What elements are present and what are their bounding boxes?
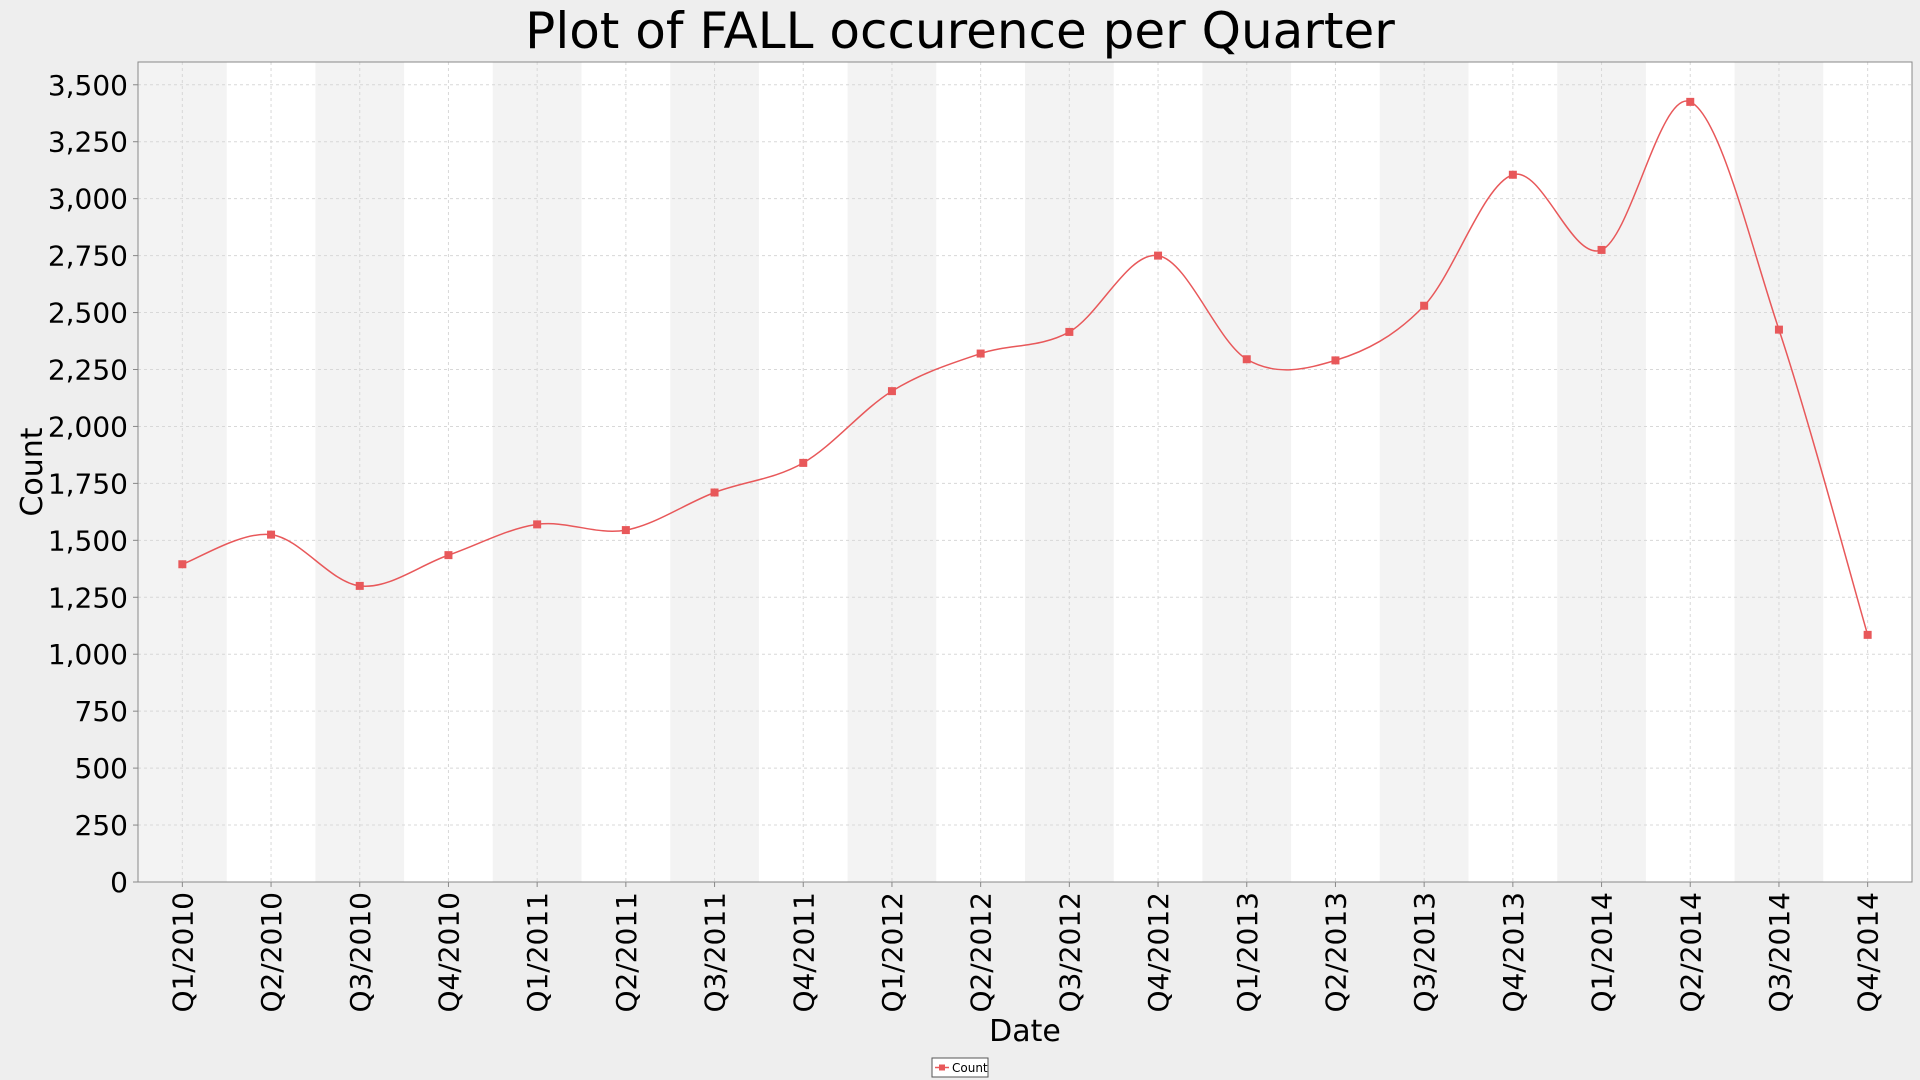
data-point xyxy=(1065,327,1074,336)
x-tick-label: Q1/2010 xyxy=(166,892,199,1013)
data-point xyxy=(887,387,896,396)
y-tick-label: 1,750 xyxy=(48,467,128,500)
x-tick-label: Q2/2011 xyxy=(610,892,643,1013)
data-point xyxy=(1508,170,1517,179)
legend-label: Count xyxy=(952,1061,988,1075)
x-tick-label: Q3/2014 xyxy=(1763,892,1796,1013)
data-point xyxy=(1331,356,1340,365)
y-tick-label: 0 xyxy=(110,866,128,899)
data-point xyxy=(1597,245,1606,254)
legend: Count xyxy=(931,1057,989,1078)
data-point xyxy=(976,349,985,358)
data-point xyxy=(1863,630,1872,639)
x-axis: Q1/2010 Q2/2010 Q3/2010 Q4/2010 Q1/2011 Q2/20… xyxy=(166,882,1885,1013)
x-tick-label: Q1/2012 xyxy=(876,892,909,1013)
legend-marker xyxy=(939,1064,945,1071)
series-points xyxy=(178,97,1872,639)
x-tick-label: Q4/2013 xyxy=(1497,892,1530,1013)
y-tick-label: 3,250 xyxy=(48,126,128,159)
x-tick-label: Q1/2013 xyxy=(1231,892,1264,1013)
y-axis: 0 250 500 750 1,000 1,250 1,500 1,750 2,000 2,250… xyxy=(48,69,138,899)
y-tick-label: 1,500 xyxy=(48,524,128,557)
data-point xyxy=(621,526,630,535)
y-tick-label: 2,750 xyxy=(48,240,128,273)
x-tick-label: Q2/2013 xyxy=(1319,892,1352,1013)
x-tick-label: Q1/2014 xyxy=(1586,892,1619,1013)
x-tick-label: Q1/2011 xyxy=(521,892,554,1013)
y-tick-label: 750 xyxy=(75,695,128,728)
y-tick-label: 2,250 xyxy=(48,354,128,387)
data-point xyxy=(1242,355,1251,364)
x-tick-label: Q3/2012 xyxy=(1053,892,1086,1013)
data-point xyxy=(1154,251,1163,260)
x-tick-label: Q2/2012 xyxy=(965,892,998,1013)
data-point xyxy=(1686,97,1695,106)
y-tick-label: 1,000 xyxy=(48,638,128,671)
y-tick-label: 3,000 xyxy=(48,183,128,216)
x-tick-label: Q2/2010 xyxy=(255,892,288,1013)
chart-title: Plot of FALL occurence per Quarter xyxy=(525,2,1395,60)
legend-box xyxy=(931,1057,989,1078)
x-tick-label: Q3/2011 xyxy=(699,892,732,1013)
grid-lines xyxy=(138,62,1912,883)
x-tick-label: Q4/2011 xyxy=(787,892,820,1013)
y-tick-label: 3,500 xyxy=(48,69,128,102)
x-tick-label: Q4/2014 xyxy=(1852,892,1885,1013)
series-line-count xyxy=(182,100,1869,636)
x-tick-label: Q4/2012 xyxy=(1142,892,1175,1013)
data-point xyxy=(1420,301,1429,310)
data-point xyxy=(710,488,719,497)
y-tick-label: 1,250 xyxy=(48,581,128,614)
data-point xyxy=(267,530,276,539)
x-tick-label: Q4/2010 xyxy=(432,892,465,1013)
data-point xyxy=(533,520,542,529)
data-point xyxy=(1774,325,1783,334)
data-point xyxy=(355,581,364,590)
data-point xyxy=(444,551,453,560)
x-tick-label: Q3/2010 xyxy=(344,892,377,1013)
y-tick-label: 250 xyxy=(75,809,128,842)
x-tick-label: Q3/2013 xyxy=(1408,892,1441,1013)
y-tick-label: 2,500 xyxy=(48,297,128,330)
x-axis-title: Date xyxy=(989,1014,1061,1049)
x-tick-label: Q2/2014 xyxy=(1674,892,1707,1013)
y-tick-label: 500 xyxy=(75,752,128,785)
y-tick-label: 2,000 xyxy=(48,410,128,443)
data-point xyxy=(178,560,187,569)
plot-border xyxy=(137,61,1913,883)
y-axis-title: Count xyxy=(15,427,50,516)
data-point xyxy=(799,458,808,467)
